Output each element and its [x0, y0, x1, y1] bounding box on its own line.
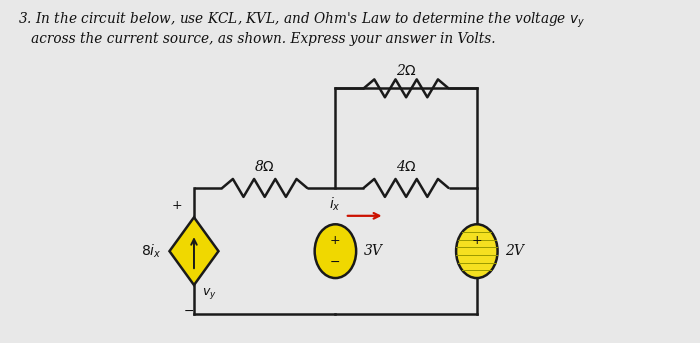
Text: $v_y$: $v_y$ — [202, 286, 216, 301]
Text: 3V: 3V — [364, 244, 383, 258]
Text: 8$\Omega$: 8$\Omega$ — [254, 159, 275, 174]
Text: $8i_x$: $8i_x$ — [141, 243, 162, 260]
Ellipse shape — [456, 224, 498, 278]
Text: across the current source, as shown. Express your answer in Volts.: across the current source, as shown. Exp… — [18, 32, 496, 46]
Ellipse shape — [315, 224, 356, 278]
Text: 2$\Omega$: 2$\Omega$ — [395, 63, 416, 79]
Polygon shape — [169, 217, 218, 285]
Text: $i_x$: $i_x$ — [329, 196, 341, 213]
Text: 4$\Omega$: 4$\Omega$ — [395, 159, 416, 174]
Text: +: + — [330, 234, 341, 247]
Text: −: − — [184, 305, 195, 318]
Text: −: − — [330, 256, 341, 269]
Text: +: + — [172, 199, 182, 212]
Text: 2V: 2V — [505, 244, 524, 258]
Text: +: + — [472, 234, 482, 247]
Text: 3. In the circuit below, use KCL, KVL, and Ohm's Law to determine the voltage $v: 3. In the circuit below, use KCL, KVL, a… — [18, 11, 584, 30]
